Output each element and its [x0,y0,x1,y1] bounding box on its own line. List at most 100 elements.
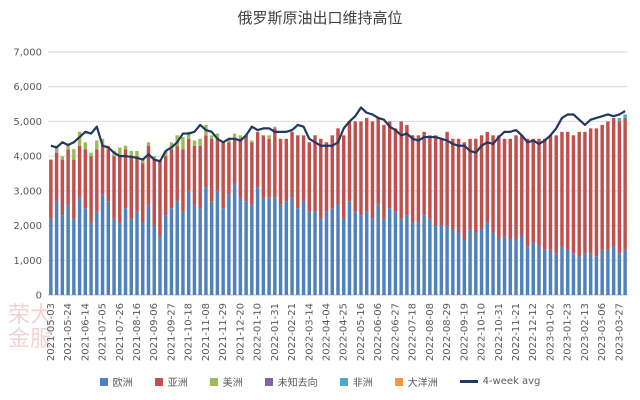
x-tick-label: 2021-07-26 [115,303,126,361]
bar-segment [204,187,208,295]
bar-segment [370,218,375,295]
bar-segment [192,204,197,295]
bar-segment [89,222,93,295]
x-tick-label: 2022-08-08 [425,303,436,361]
bar-segment [617,121,622,254]
bar-segment [313,211,317,295]
bar-segment [497,239,501,295]
bar-segment [428,218,432,295]
legend-label: 美洲 [222,378,243,389]
bar-segment [135,211,139,295]
bar-segment [520,235,524,295]
bar-segment [54,152,59,202]
bar-segment [198,208,202,295]
bar-segment [416,222,421,295]
bar-segment [175,201,179,295]
bar-segment [118,222,122,295]
bar-segment [571,135,576,254]
bar-segment [600,249,604,295]
bar-segment [560,246,564,295]
x-tick-label: 2022-05-16 [356,303,367,361]
bar-segment [244,201,248,295]
bar-segment [215,190,220,295]
x-tick-label: 2023-02-13 [580,303,591,361]
bar-segment [439,225,444,295]
bar-segment [232,133,237,139]
legend-label: 4-week avg [482,376,541,387]
bar-segment [399,218,403,295]
x-tick-label: 2021-09-27 [166,303,177,361]
x-tick-label: 2022-08-29 [442,303,453,361]
bar-segment [531,242,535,295]
bar-segment [611,246,616,295]
bar-segment [296,135,300,209]
bar-segment [382,124,386,219]
x-tick-label: 2021-11-08 [201,303,212,361]
bar-segment [209,201,214,295]
y-tick-label: 3,000 [13,186,42,197]
bar-segment [554,253,558,295]
bar-segment [227,142,231,195]
legend-label: 亚洲 [167,378,188,389]
bar-segment [623,114,627,118]
bar-segment [118,147,122,157]
bar-segment [221,142,225,209]
bar-segment [255,187,260,295]
bar-segment [491,232,495,295]
bar-segment [146,145,151,205]
y-tick-label: 2,000 [13,221,42,232]
bar-segment [606,249,610,295]
x-tick-label: 2022-04-04 [322,303,333,361]
x-tick-label: 2021-12-20 [235,303,246,361]
bar-segment [60,156,65,160]
bar-segment [382,218,386,295]
bar-segment [250,204,254,295]
bar-segment [95,149,99,212]
bar-segment [433,135,438,226]
bar-segment [577,256,581,295]
bar-segment [146,204,151,295]
bar-segment [370,121,375,219]
bar-segment [543,249,547,295]
bar-segment [301,201,306,295]
legend-label: 未知去向 [277,378,318,389]
x-tick-label: 2021-06-14 [80,303,91,361]
bar-segment [169,149,174,209]
bar-segment [479,229,484,295]
bar-segment [548,135,553,250]
x-tick-label: 2022-03-14 [304,303,315,361]
bar-segment [319,138,323,219]
x-tick-label: 2022-11-21 [511,303,522,361]
watermark-logo: 荣大 金服 [8,303,53,352]
x-tick-label: 2023-03-06 [597,303,608,361]
bar-segment [445,131,449,226]
bar-segment [284,201,289,295]
bar-segment [72,218,76,295]
x-tick-label: 2021-05-03 [46,303,57,361]
bar-segment [353,211,357,295]
bar-segment [296,208,300,295]
bar-segment [462,142,467,240]
bar-segment [164,215,168,295]
bar-segment [83,149,88,209]
chart-title: 俄罗斯原油出口维持高位 [237,9,403,27]
bar-segment [267,197,271,295]
x-tick-label: 2021-08-16 [132,303,143,361]
x-tick-label: 2022-06-27 [390,303,401,361]
bar-segment [571,253,576,295]
bar-segment [376,204,380,295]
x-tick-label: 2022-02-21 [287,303,298,361]
bar-segment [353,121,357,212]
bar-segment [232,138,237,184]
bar-segment [123,145,128,150]
bar-segment [123,208,128,295]
bar-segment [588,253,593,295]
bar-segment [278,204,283,295]
bar-segment [204,135,208,188]
bar-segment [347,121,352,202]
bar-segment [250,142,254,205]
bar-segment [336,204,340,295]
bar-segment [456,138,461,233]
bar-segment [72,149,76,160]
bar-segment [215,133,220,139]
